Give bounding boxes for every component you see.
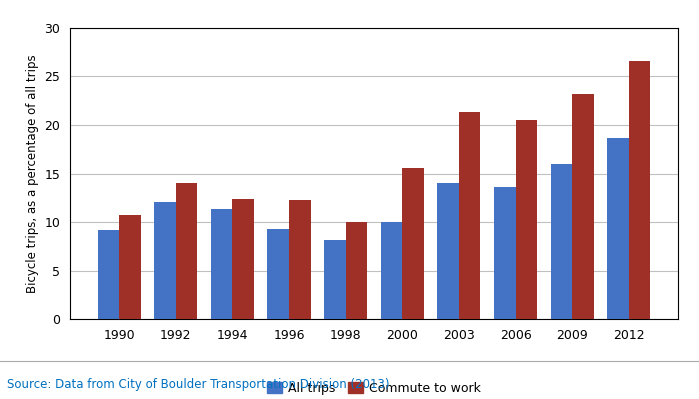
Bar bbox=[98, 230, 119, 319]
Bar bbox=[381, 222, 403, 319]
Bar bbox=[211, 209, 232, 319]
Bar bbox=[516, 120, 537, 319]
Bar bbox=[324, 239, 345, 319]
Y-axis label: Bicycle trips, as a percentage of all trips: Bicycle trips, as a percentage of all tr… bbox=[26, 54, 38, 293]
Bar bbox=[175, 183, 197, 319]
Bar bbox=[232, 199, 254, 319]
Bar bbox=[607, 138, 629, 319]
Bar bbox=[154, 202, 175, 319]
Legend: All trips, Commute to work: All trips, Commute to work bbox=[267, 381, 481, 395]
Bar bbox=[459, 113, 480, 319]
Text: Source: Data from City of Boulder Transportation Division (2013): Source: Data from City of Boulder Transp… bbox=[7, 378, 389, 391]
Bar bbox=[403, 168, 424, 319]
Bar bbox=[268, 229, 289, 319]
Bar bbox=[345, 222, 367, 319]
Bar bbox=[629, 61, 650, 319]
Bar bbox=[572, 94, 593, 319]
Bar bbox=[119, 215, 140, 319]
Bar bbox=[551, 164, 572, 319]
Bar bbox=[289, 200, 310, 319]
Bar bbox=[494, 187, 516, 319]
Bar bbox=[438, 183, 459, 319]
